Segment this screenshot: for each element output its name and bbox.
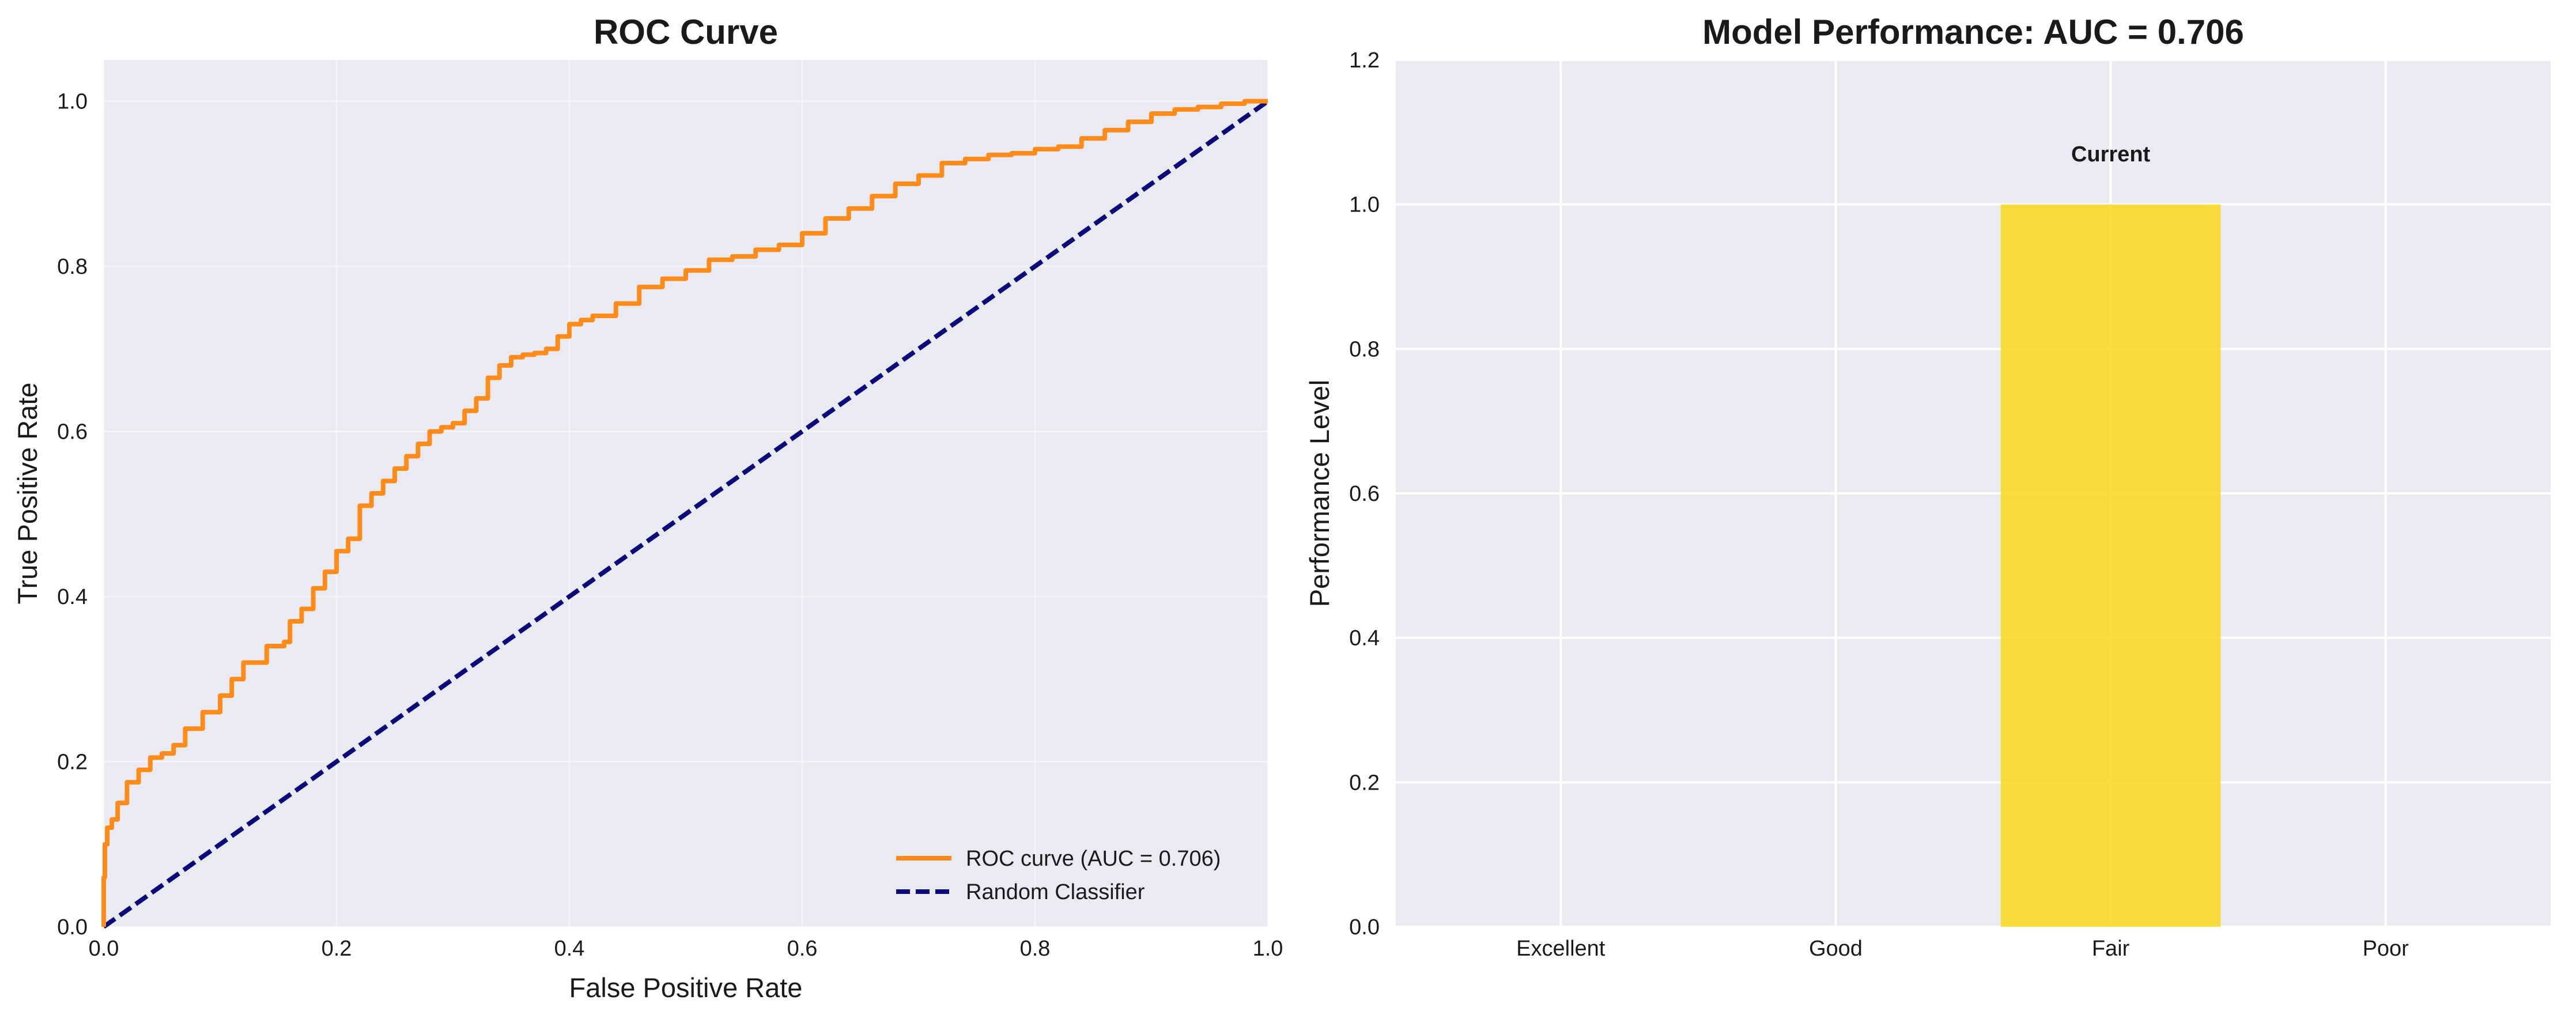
performance-bars: [2000, 204, 2221, 927]
performance-y-tick-label: 1.0: [1349, 193, 1380, 217]
roc-x-tick-label: 0.4: [554, 937, 585, 961]
performance-y-axis-label: Performance Level: [1304, 380, 1335, 607]
performance-y-tick-label: 0.2: [1349, 771, 1380, 795]
roc-y-tick-label: 0.4: [57, 585, 88, 609]
roc-chart: 0.0 0.2 0.4 0.6 0.8 1.0 0.0 0.2 0.4 0.6 0.8 1.0 RO…: [12, 13, 1283, 1003]
roc-legend: ROC curve (AUC = 0.706) Random Classifie…: [896, 847, 1221, 904]
performance-chart: Excellent Good Fair Poor 0.0 0.2 0.4 0.6 0.8 1.0…: [1304, 13, 2551, 961]
roc-x-tick-label: 0.8: [1020, 937, 1051, 961]
roc-x-tick-label: 1.0: [1253, 937, 1283, 961]
category-label: Good: [1809, 937, 1863, 961]
roc-gridlines: [103, 60, 1269, 928]
performance-y-tick-label: 0.6: [1349, 482, 1380, 506]
performance-y-ticks: 0.0 0.2 0.4 0.6 0.8 1.0 1.2: [1349, 48, 1380, 939]
roc-y-tick-label: 0.8: [57, 255, 88, 279]
roc-title: ROC Curve: [594, 13, 778, 51]
roc-y-axis-label: True Positive Rate: [12, 383, 43, 605]
roc-plot-area: [104, 60, 1268, 927]
roc-y-tick-label: 0.6: [57, 420, 88, 444]
roc-series-layer: [101, 99, 1270, 929]
roc-y-tick-label: 0.2: [57, 750, 88, 775]
performance-title: Model Performance: AUC = 0.706: [1702, 13, 2244, 51]
roc-x-tick-label: 0.6: [787, 937, 818, 961]
roc-x-tick-label: 0.0: [89, 937, 119, 961]
performance-gridlines: [1396, 59, 2551, 928]
performance-y-tick-label: 1.2: [1349, 48, 1380, 73]
roc-y-tick-label: 1.0: [57, 90, 88, 114]
legend-label-random: Random Classifier: [966, 880, 1145, 904]
random-classifier-line: [102, 99, 1270, 929]
roc-y-ticks: 0.0 0.2 0.4 0.6 0.8 1.0: [57, 90, 88, 939]
roc-curve-line: [101, 99, 1268, 927]
performance-x-ticks: Excellent Good Fair Poor: [1516, 937, 2409, 961]
performance-y-tick-label: 0.8: [1349, 337, 1380, 361]
roc-y-tick-label: 0.0: [57, 915, 88, 939]
current-annotation: Current: [2071, 142, 2151, 167]
roc-x-axis-label: False Positive Rate: [569, 972, 803, 1003]
performance-y-tick-label: 0.4: [1349, 627, 1380, 651]
category-label: Poor: [2363, 937, 2409, 961]
category-label: Excellent: [1516, 937, 1606, 961]
performance-y-tick-label: 0.0: [1349, 915, 1380, 939]
roc-x-ticks: 0.0 0.2 0.4 0.6 0.8 1.0: [89, 937, 1283, 961]
roc-x-tick-label: 0.2: [322, 937, 352, 961]
legend-label-roc: ROC curve (AUC = 0.706): [966, 847, 1221, 871]
category-label: Fair: [2092, 937, 2130, 961]
bar-fair: [2000, 204, 2221, 927]
